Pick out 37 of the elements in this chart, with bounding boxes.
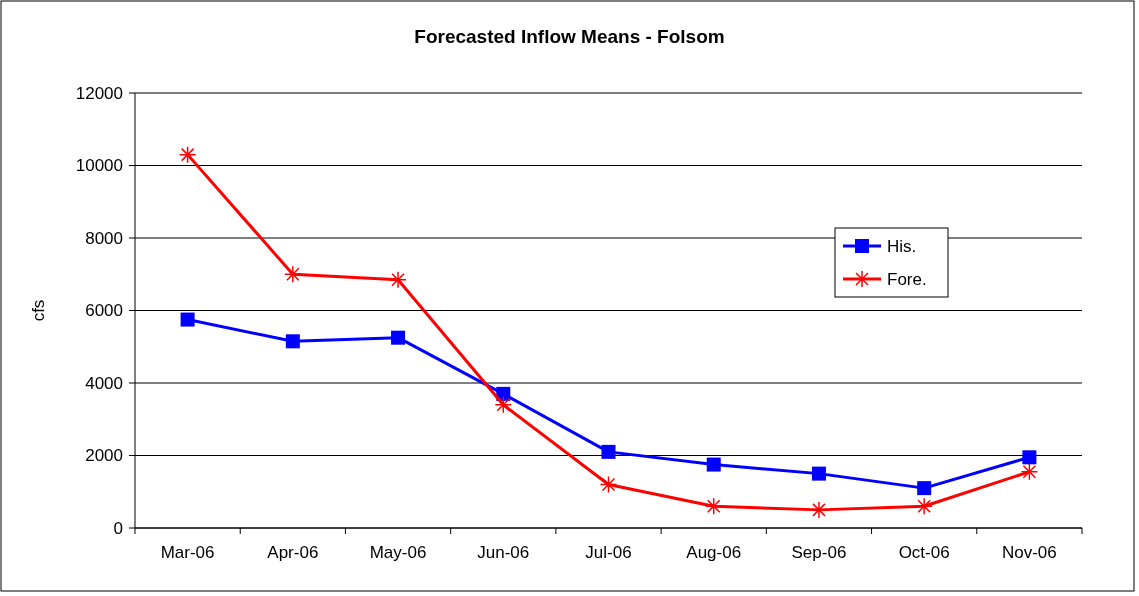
point xyxy=(917,481,932,496)
point xyxy=(284,265,302,283)
point xyxy=(810,501,828,519)
x-tick-label: Oct-06 xyxy=(898,543,950,562)
legend-label: Fore. xyxy=(887,269,927,289)
point xyxy=(285,334,300,349)
y-tick-label: 12000 xyxy=(75,83,123,103)
y-tick-label: 2000 xyxy=(85,446,123,466)
point xyxy=(704,497,723,515)
x-tick-label: May-06 xyxy=(369,543,427,562)
point xyxy=(178,145,197,164)
point xyxy=(601,444,616,459)
x-tick-label: Apr-06 xyxy=(267,543,319,562)
chart-title: Forecasted Inflow Means - Folsom xyxy=(414,26,725,47)
point xyxy=(915,497,933,515)
point xyxy=(494,396,513,414)
x-tick-label: Sep-06 xyxy=(791,543,847,562)
point xyxy=(811,466,826,481)
y-tick-label: 6000 xyxy=(85,301,123,321)
y-axis-title: cfs xyxy=(29,299,48,322)
legend-label: His. xyxy=(887,236,917,256)
x-tick-label: Mar-06 xyxy=(160,543,215,562)
y-tick-label: 8000 xyxy=(85,228,123,248)
point xyxy=(180,312,195,327)
y-tick-label: 4000 xyxy=(85,373,123,393)
point xyxy=(391,330,406,345)
y-tick-label: 0 xyxy=(113,518,123,538)
point xyxy=(599,475,618,494)
y-tick-label: 10000 xyxy=(75,156,123,176)
x-tick-label: Aug-06 xyxy=(686,543,742,562)
x-tick-label: Nov-06 xyxy=(1001,543,1057,562)
point xyxy=(706,457,721,472)
point xyxy=(1022,450,1037,465)
x-tick-label: Jul-06 xyxy=(585,543,632,562)
point xyxy=(1020,463,1039,481)
point xyxy=(389,270,407,289)
x-tick-label: Jun-06 xyxy=(477,543,530,562)
